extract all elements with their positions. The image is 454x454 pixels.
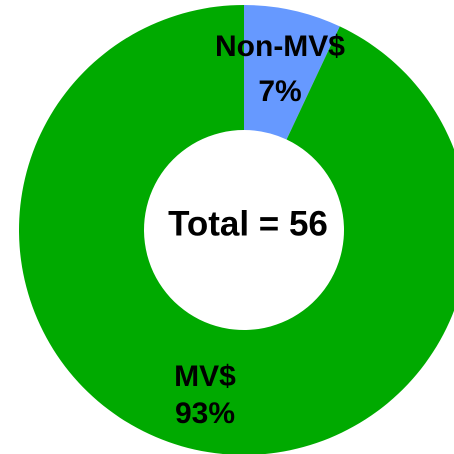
slice-label: MV$	[174, 360, 236, 393]
slice-value-label: 7%	[258, 75, 301, 108]
slice	[244, 5, 340, 140]
slice	[19, 5, 454, 454]
slice-label: Non-MV$	[215, 30, 345, 63]
slices	[19, 5, 454, 454]
center-text: Total = 56	[168, 204, 328, 243]
slice-value-label: 93%	[175, 397, 235, 430]
